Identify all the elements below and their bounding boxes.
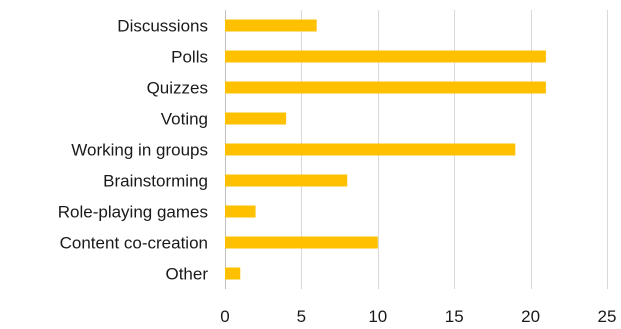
x-tick-label: 20 xyxy=(521,307,540,326)
category-label: Quizzes xyxy=(147,79,208,98)
category-label: Role-playing games xyxy=(58,203,208,222)
bar xyxy=(225,112,287,125)
bars xyxy=(225,19,546,280)
category-labels: Discussions Polls Quizzes Voting Working in … xyxy=(58,17,209,284)
x-tick-label: 0 xyxy=(220,307,229,326)
x-tick-labels: 0 5 10 15 20 25 xyxy=(220,307,616,326)
category-label: Other xyxy=(165,265,208,284)
bar xyxy=(225,81,546,94)
category-label: Content co-creation xyxy=(60,234,208,253)
bar xyxy=(225,174,348,187)
x-tick-label: 5 xyxy=(297,307,306,326)
bar xyxy=(225,143,516,156)
bar xyxy=(225,236,378,249)
bar xyxy=(225,205,256,218)
bar xyxy=(225,19,317,32)
category-label: Working in groups xyxy=(71,141,208,160)
category-label: Discussions xyxy=(117,17,208,36)
x-tick-label: 25 xyxy=(598,307,617,326)
bar xyxy=(225,267,241,280)
x-tick-label: 15 xyxy=(445,307,464,326)
bar xyxy=(225,50,546,63)
category-label: Brainstorming xyxy=(103,172,208,191)
category-label: Voting xyxy=(161,110,208,129)
x-tick-label: 10 xyxy=(368,307,387,326)
category-label: Polls xyxy=(171,48,208,67)
